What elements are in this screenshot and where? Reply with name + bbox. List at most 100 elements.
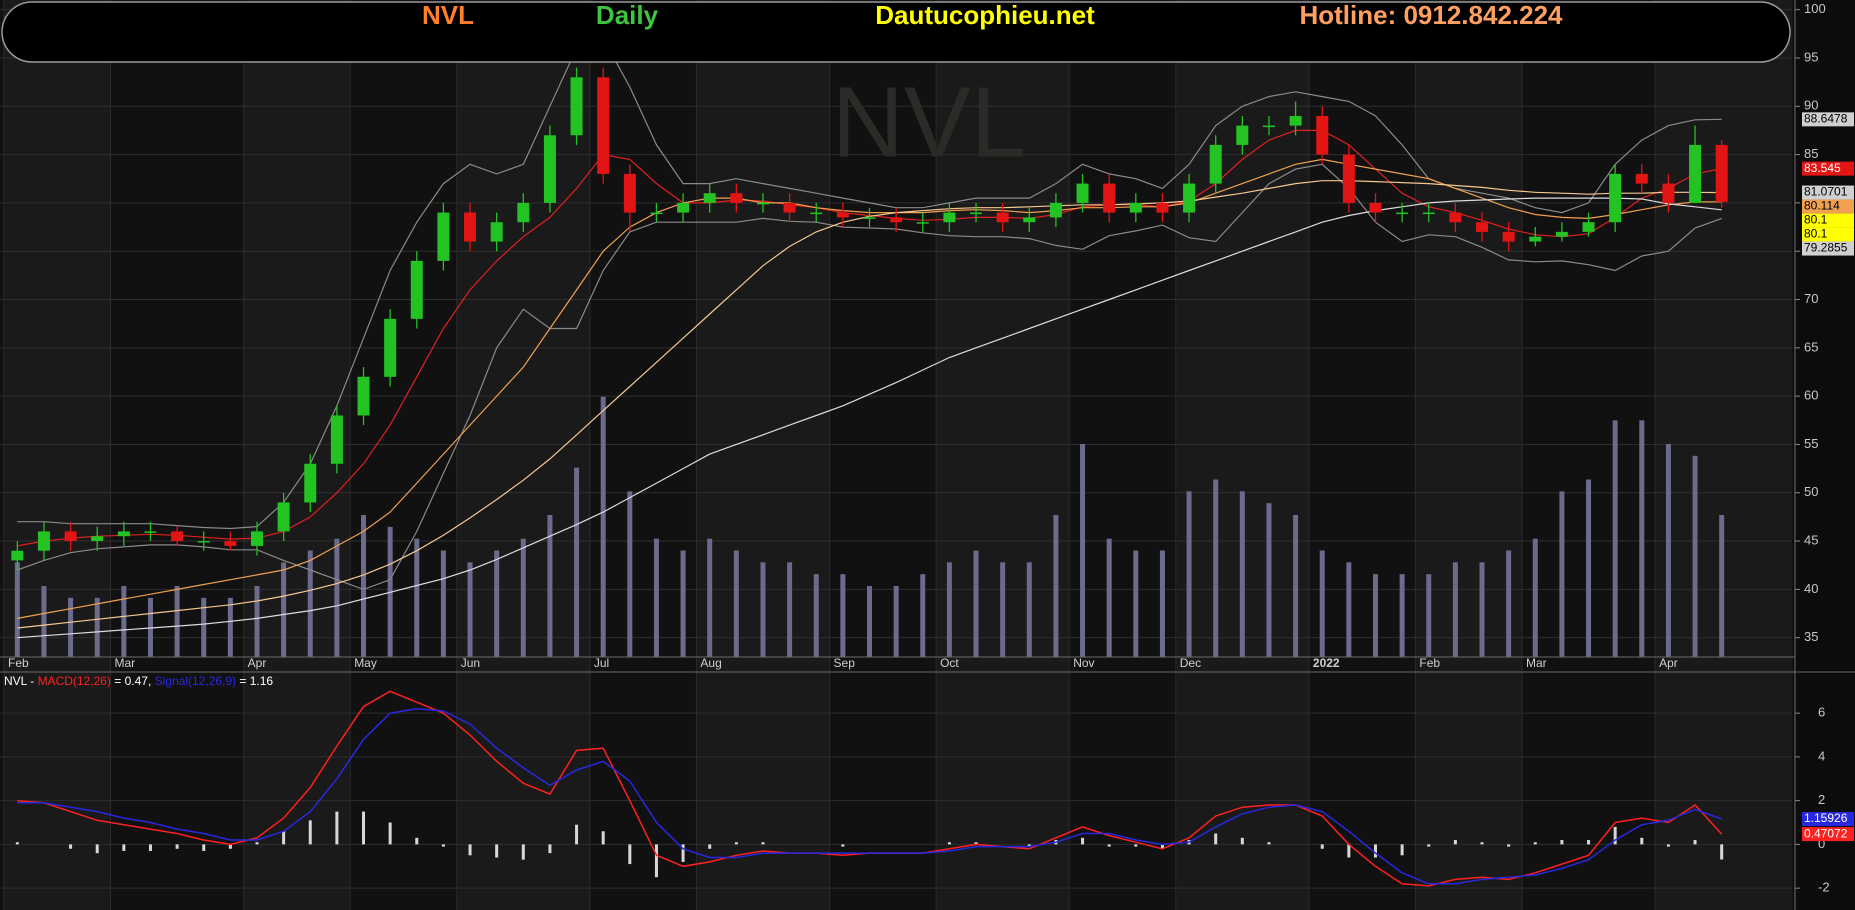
candle-body [703,193,716,203]
candle-body [11,550,24,561]
candle-body [1449,212,1462,223]
volume-bar [973,550,979,657]
volume-bar [627,491,633,657]
candle-body [1076,183,1089,203]
last-value-bg [1802,161,1854,176]
candle-body [1502,231,1515,242]
volume-bar [1559,491,1565,657]
candle-body [1183,183,1196,213]
volume-bar [1213,479,1219,657]
candle-body [1209,144,1222,184]
last-value-label: 79.2855 [1804,241,1848,255]
x-tick-label: Sep [834,656,856,670]
header-hotline: Hotline: 0912.842.224 [1299,0,1563,30]
volume [14,396,1725,657]
volume-bar [1665,444,1671,657]
volume-bar [946,562,952,657]
volume-bar [361,515,367,657]
volume-bar [1479,562,1485,657]
legend-part: MACD(12,26) [38,674,111,688]
volume-bar [1293,515,1299,657]
volume-bar [467,562,473,657]
candle-body [1129,202,1142,213]
y-tick-label: 6 [1818,705,1825,720]
volume-bar [1319,550,1325,657]
volume-bar [68,597,74,657]
header-symbol: NVL [422,0,474,30]
volume-bar [893,586,899,657]
volume-bar [41,586,47,657]
candle-body [357,376,370,416]
candle-body [783,202,796,213]
candle-body [543,135,556,203]
volume-bar [1186,491,1192,657]
watermark: NVL [832,66,1027,178]
candle-body [464,212,477,242]
candle-body [1156,202,1169,213]
candle-body [650,212,663,215]
volume-bar [1639,420,1645,657]
candle-body [490,222,503,242]
candle-body [1582,222,1595,232]
candle-body [197,541,210,543]
month-stripe [936,0,1070,910]
volume-bar [1586,479,1592,657]
last-value-label: 80.114 [1804,199,1840,213]
volume-bar [334,538,340,657]
volume-bar [600,396,606,657]
x-tick-label: Jul [594,656,609,670]
last-value-bg [1802,827,1854,842]
candle-body [1635,173,1648,184]
volume-bar [227,597,233,657]
y-tick-label: 95 [1804,49,1818,64]
candle-body [224,541,237,546]
y-tick-label: 100 [1804,1,1826,16]
x-tick-label: Mar [115,656,136,670]
candle-body [1715,144,1728,202]
macd-legend: NVL - MACD(12,26) = 0.47, Signal(12,26,9… [4,674,273,688]
candle-body [1476,222,1489,232]
volume-bar [1080,444,1086,657]
last-value-label: 0.47072 [1804,826,1848,840]
x-tick-label: Oct [940,656,959,670]
month-stripe [1521,0,1656,910]
month-stripe [4,0,111,910]
month-stripe [456,0,590,910]
candle-body [1342,154,1355,203]
stripes [4,0,1792,910]
x-tick-label: Jun [461,656,480,670]
x-tick-label: Feb [1419,656,1440,670]
candle-body [1289,115,1302,126]
volume-bar [281,562,287,657]
y-tick-label: 90 [1804,98,1818,113]
volume-bar [174,586,180,657]
candle-body [1662,183,1675,203]
volume-bar [1346,562,1352,657]
candle-body [1103,183,1116,213]
candle-body [756,202,769,205]
y-tick-label: 55 [1804,436,1818,451]
volume-bar [867,586,872,657]
last-value-bg [1802,112,1854,127]
candle-body [64,531,77,542]
candle-body [863,217,876,219]
candle-body [1262,125,1275,128]
candle-body [623,173,636,213]
volume-bar [1000,562,1006,657]
month-stripe [1655,0,1792,910]
volume-bar [1719,515,1725,657]
macd-panel [15,690,1724,887]
volume-bar [1612,420,1618,657]
y-tick-label: 40 [1804,581,1818,596]
header-site: Dautucophieu.net [875,0,1095,30]
last-value-label: 1.15926 [1804,811,1848,825]
last-value-bg [1802,185,1854,200]
last-value-bg [1802,227,1854,242]
candle-body [890,217,903,223]
header-banner [1,1,1791,63]
candle-body [91,536,104,542]
volume-bar [1506,550,1512,657]
x-tick-label: Apr [1659,656,1678,670]
volume-bar [1266,503,1272,657]
